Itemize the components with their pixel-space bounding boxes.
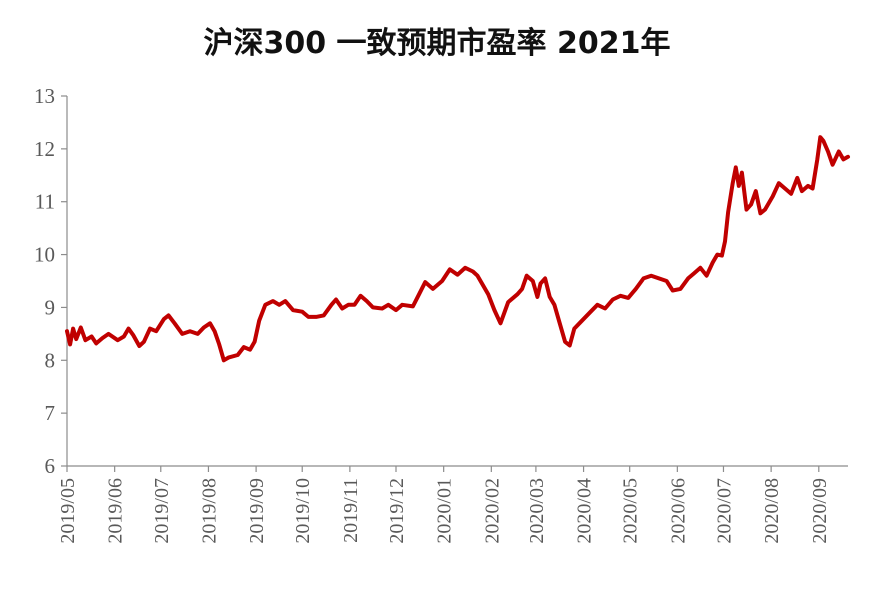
x-axis-ticks: 2019/05 2019/06 2019/07 2019/08 2019/09 2019/… — [57, 466, 831, 544]
y-tick-label: 13 — [34, 84, 55, 108]
x-tick-label: 2019/08 — [198, 478, 220, 544]
y-tick-label: 6 — [45, 454, 56, 478]
chart-title: 沪深300 一致预期市盈率 2021年 — [203, 26, 671, 61]
x-tick-label: 2020/09 — [809, 478, 831, 544]
x-tick-label: 2019/11 — [340, 478, 362, 543]
y-tick-label: 12 — [34, 137, 55, 161]
x-tick-label: 2019/12 — [386, 478, 408, 544]
x-tick-label: 2020/03 — [526, 478, 548, 544]
y-tick-label: 9 — [45, 295, 56, 319]
x-tick-label: 2019/07 — [151, 478, 173, 544]
x-tick-label: 2019/05 — [57, 478, 79, 544]
y-tick-label: 8 — [45, 348, 56, 372]
y-tick-label: 7 — [45, 401, 56, 425]
x-tick-label: 2020/01 — [434, 478, 456, 544]
x-tick-label: 2020/05 — [620, 478, 642, 544]
y-tick-label: 10 — [34, 243, 55, 267]
x-tick-label: 2020/07 — [713, 478, 735, 544]
x-tick-label: 2019/09 — [246, 478, 268, 544]
x-tick-label: 2020/04 — [574, 478, 596, 544]
y-axis-ticks: 6 7 8 9 10 11 12 13 — [34, 84, 67, 478]
x-tick-label: 2019/10 — [292, 478, 314, 544]
x-tick-label: 2020/08 — [761, 478, 783, 544]
x-tick-label: 2019/06 — [105, 478, 127, 544]
series-line — [65, 135, 850, 363]
x-tick-label: 2020/02 — [481, 478, 503, 544]
x-tick-label: 2020/06 — [667, 478, 689, 544]
y-tick-label: 11 — [35, 190, 55, 214]
